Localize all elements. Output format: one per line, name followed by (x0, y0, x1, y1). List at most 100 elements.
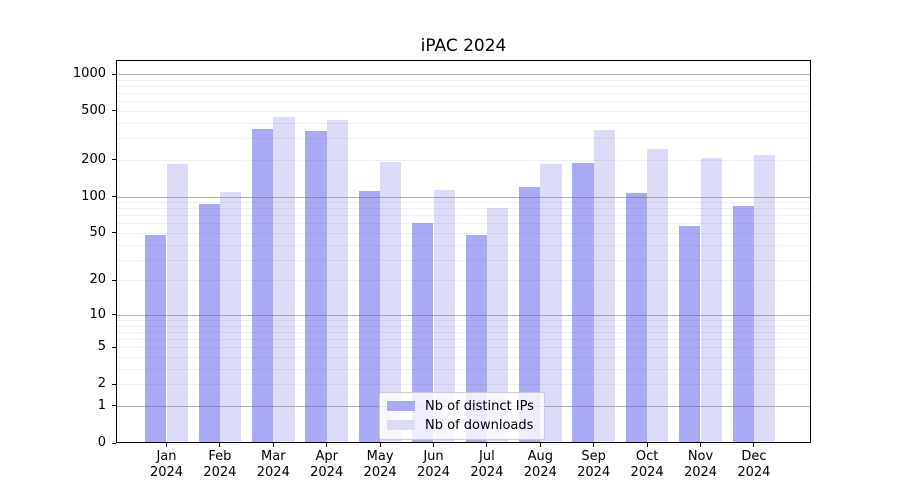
gridline-2 (116, 384, 811, 386)
y-tick-label-200: 200 (81, 151, 106, 167)
x-tick-label-jan: Jan 2024 (149, 449, 184, 480)
x-tick-label-jul: Jul 2024 (470, 449, 504, 480)
y-tick-label-1000: 1000 (72, 66, 106, 81)
plot-area: Nb of distinct IPs Nb of downloads (116, 60, 811, 443)
bars-layer (116, 60, 811, 443)
legend: Nb of distinct IPs Nb of downloads (379, 392, 545, 440)
gridline-70 (116, 215, 811, 217)
y-tick-mark-100 (112, 196, 116, 197)
y-tick-mark-1 (112, 405, 116, 407)
y-tick-mark-20 (112, 279, 116, 281)
gridline-6 (116, 339, 811, 341)
legend-swatch-distinct-ips (387, 401, 415, 411)
gridline-40 (116, 244, 811, 246)
bar-distinct-ips-sep (572, 162, 594, 443)
y-tick-mark-500 (112, 110, 116, 112)
legend-item-downloads: Nb of downloads (387, 416, 536, 434)
x-tick-mark-feb (219, 443, 221, 447)
x-tick-mark-jul (486, 443, 488, 447)
y-tick-mark-2 (112, 383, 116, 385)
x-tick-mark-sep (593, 443, 595, 447)
x-tick-mark-mar (272, 443, 274, 447)
bar-downloads-apr (326, 120, 349, 443)
x-tick-mark-oct (646, 443, 648, 447)
bar-downloads-oct (647, 149, 669, 443)
gridline-600 (116, 101, 811, 103)
gridline-3 (116, 368, 811, 370)
bar-distinct-ips-oct (625, 192, 648, 443)
y-tick-label-100: 100 (81, 188, 106, 204)
gridline-200 (116, 159, 811, 161)
bar-distinct-ips-may (358, 190, 381, 443)
gridline-5 (116, 347, 811, 349)
x-tick-mark-dec (753, 443, 755, 447)
y-tick-mark-5 (112, 346, 116, 348)
x-tick-mark-aug (539, 443, 541, 447)
bar-downloads-jan (166, 163, 188, 443)
y-tick-mark-50 (112, 232, 116, 234)
gridline-90 (116, 202, 811, 204)
x-tick-label-oct: Oct 2024 (630, 449, 664, 480)
x-tick-mark-nov (700, 443, 701, 447)
x-tick-mark-apr (326, 443, 328, 447)
y-tick-label-0: 0 (97, 435, 106, 450)
gridline-8 (116, 325, 811, 327)
x-tick-label-nov: Nov 2024 (683, 449, 718, 480)
y-tick-label-10: 10 (89, 306, 106, 322)
grid-layer (116, 60, 811, 443)
bar-distinct-ips-apr (305, 130, 327, 443)
bar-distinct-ips-nov (679, 226, 701, 443)
bar-downloads-nov (700, 158, 722, 443)
gridline-9 (116, 320, 811, 322)
y-tick-mark-10 (112, 314, 116, 316)
y-tick-mark-1000 (112, 73, 116, 75)
gridline-100 (116, 196, 811, 198)
gridline-7 (116, 331, 811, 333)
bar-downloads-sep (593, 130, 616, 443)
gridline-80 (116, 208, 811, 210)
x-tick-label-may: May 2024 (363, 449, 397, 480)
x-tick-label-jun: Jun 2024 (416, 449, 451, 480)
x-tick-label-sep: Sep 2024 (577, 449, 611, 480)
bar-downloads-feb (219, 192, 242, 443)
gridline-900 (116, 79, 811, 81)
y-tick-label-50: 50 (89, 224, 106, 240)
y-tick-label-5: 5 (97, 339, 106, 355)
gridline-20 (116, 280, 811, 282)
y-tick-label-500: 500 (81, 102, 106, 118)
legend-item-distinct-ips: Nb of distinct IPs (387, 397, 536, 415)
y-tick-label-1: 1 (97, 397, 106, 413)
chart-title: iPAC 2024 (420, 36, 507, 56)
legend-label-downloads: Nb of downloads (425, 417, 534, 433)
gridline-500 (116, 110, 811, 112)
plot-frame (116, 60, 811, 443)
gridline-50 (116, 232, 811, 234)
x-tick-mark-may (379, 443, 381, 447)
bar-distinct-ips-feb (198, 204, 220, 443)
gridline-10 (116, 314, 811, 316)
y-tick-mark-200 (112, 159, 116, 161)
x-tick-label-feb: Feb 2024 (203, 449, 237, 480)
bar-downloads-dec (753, 154, 776, 443)
bar-distinct-ips-mar (251, 129, 274, 443)
x-tick-label-aug: Aug 2024 (523, 449, 557, 480)
gridline-700 (116, 93, 811, 95)
bar-downloads-mar (273, 116, 295, 443)
gridline-4 (116, 357, 811, 359)
bar-distinct-ips-jan (145, 235, 167, 443)
gridline-400 (116, 122, 811, 124)
x-tick-label-mar: Mar 2024 (256, 449, 290, 480)
x-tick-mark-jun (433, 443, 434, 447)
y-tick-label-2: 2 (97, 376, 106, 392)
x-tick-mark-jan (166, 443, 167, 447)
gridline-300 (116, 138, 811, 140)
legend-swatch-downloads (387, 420, 415, 430)
y-tick-mark-0 (112, 442, 116, 444)
gridline-800 (116, 85, 811, 87)
bar-distinct-ips-dec (732, 206, 754, 443)
x-tick-label-dec: Dec 2024 (737, 449, 771, 480)
gridline-30 (116, 259, 811, 261)
y-tick-label-20: 20 (89, 272, 106, 288)
legend-label-distinct-ips: Nb of distinct IPs (425, 398, 534, 414)
